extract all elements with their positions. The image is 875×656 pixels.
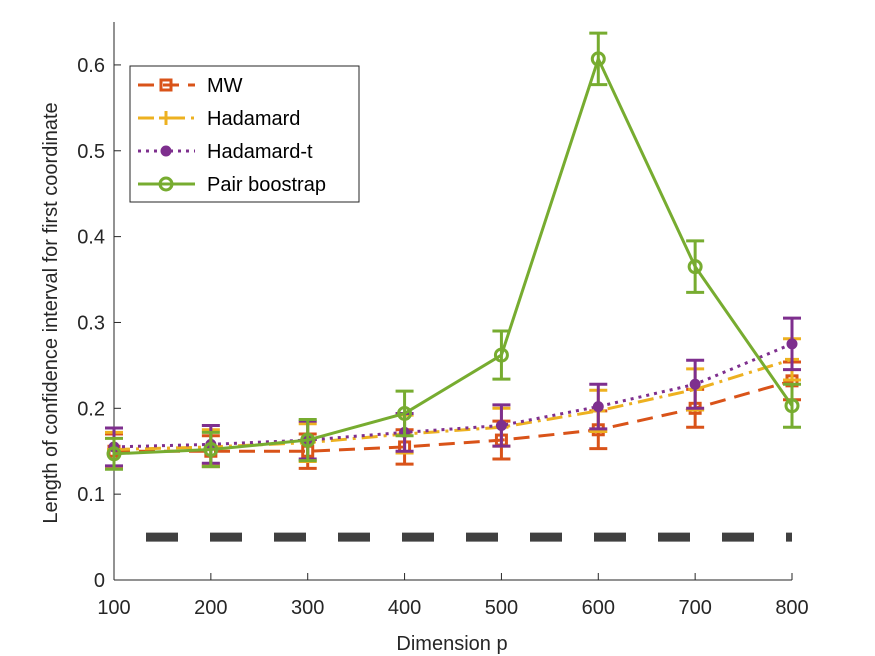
y-tick-label: 0.6 bbox=[77, 55, 105, 77]
x-tick-label: 400 bbox=[388, 597, 421, 619]
y-tick-label: 0 bbox=[94, 570, 105, 592]
y-tick-label: 0.3 bbox=[77, 312, 105, 334]
legend-marker bbox=[160, 145, 172, 157]
legend-marker bbox=[158, 176, 174, 192]
data-point bbox=[687, 259, 703, 275]
data-point bbox=[784, 398, 800, 414]
data-point bbox=[495, 419, 507, 431]
series-line bbox=[113, 342, 793, 449]
x-tick-label: 200 bbox=[194, 597, 227, 619]
x-axis-label: Dimension p bbox=[396, 633, 507, 655]
legend-label: Hadamard bbox=[207, 108, 300, 130]
data-point bbox=[590, 51, 606, 67]
series-line bbox=[113, 357, 793, 452]
x-tick-label: 300 bbox=[291, 597, 324, 619]
legend-label: Pair boostrap bbox=[207, 174, 326, 196]
legend-marker bbox=[159, 78, 173, 92]
series-layer bbox=[105, 31, 801, 471]
data-point bbox=[493, 347, 509, 363]
data-point bbox=[786, 338, 798, 350]
x-tick-label: 700 bbox=[678, 597, 711, 619]
y-tick-label: 0.4 bbox=[77, 227, 105, 249]
legend-entry: Hadamard bbox=[138, 108, 300, 130]
x-tick-label: 500 bbox=[485, 597, 518, 619]
series-line bbox=[113, 54, 794, 456]
x-tick-label: 600 bbox=[582, 597, 615, 619]
x-tick-label: 800 bbox=[775, 597, 808, 619]
legend: MW Hadamard Hadamard-t Pair boostrap bbox=[129, 65, 360, 203]
y-tick-label: 0.5 bbox=[77, 141, 105, 163]
data-point bbox=[592, 401, 604, 413]
legend-label: MW bbox=[207, 75, 243, 97]
y-axis-ticks: 0 0.1 0.2 0.3 0.4 0.5 0.6 bbox=[77, 55, 121, 592]
legend-entry: MW bbox=[138, 75, 243, 97]
data-point bbox=[689, 378, 701, 390]
y-tick-label: 0.2 bbox=[77, 398, 105, 420]
series-line bbox=[114, 379, 793, 453]
legend-entry: Pair boostrap bbox=[138, 174, 326, 196]
y-tick-label: 0.1 bbox=[77, 484, 105, 506]
data-point bbox=[203, 442, 219, 458]
data-point bbox=[300, 432, 316, 448]
legend-entry: Hadamard-t bbox=[138, 141, 313, 163]
legend-marker bbox=[159, 111, 173, 125]
data-point bbox=[106, 446, 122, 462]
series-3 bbox=[105, 31, 801, 471]
legend-label: Hadamard-t bbox=[207, 141, 313, 163]
x-axis-ticks: 100 200 300 400 500 600 700 800 bbox=[97, 573, 809, 619]
axes bbox=[113, 22, 792, 581]
x-tick-label: 100 bbox=[97, 597, 130, 619]
data-point bbox=[397, 405, 413, 421]
y-axis-label: Length of confidence interval for first … bbox=[40, 102, 62, 523]
